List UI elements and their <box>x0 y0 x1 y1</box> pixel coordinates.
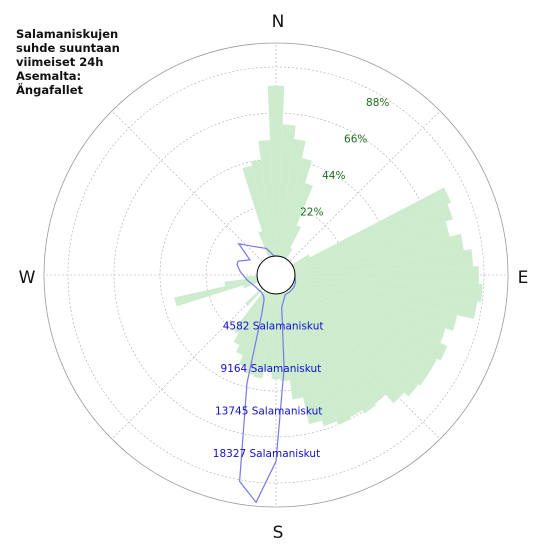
percent-bar <box>284 247 293 259</box>
compass-east-label: E <box>518 268 529 288</box>
percent-bar <box>245 275 258 279</box>
percent-bar <box>291 285 430 386</box>
percent-bar <box>271 293 281 380</box>
percent-bar <box>276 124 296 257</box>
percent-bar <box>283 225 301 259</box>
grid-spoke <box>111 110 277 276</box>
percent-bar <box>280 158 312 257</box>
percent-bar <box>293 204 453 270</box>
grid-spoke <box>275 110 441 276</box>
count-ring-label: 13745 Salamaniskut <box>215 406 322 418</box>
percent-ring-label: 88% <box>366 97 389 109</box>
percent-bar <box>286 290 376 414</box>
percent-bar <box>294 249 473 275</box>
percent-ring-label: 22% <box>300 206 323 218</box>
percent-bar <box>292 187 451 268</box>
count-ring-labels: 4582 Salamaniskut 9164 Salamaniskut 13745 … <box>213 321 324 461</box>
percent-bar <box>263 293 276 372</box>
count-ring-label: 18327 Salamaniskut <box>213 448 320 460</box>
percent-bar <box>293 280 446 344</box>
percent-bar <box>278 293 304 400</box>
percent-bar <box>243 280 259 289</box>
percent-bar <box>233 291 268 346</box>
count-ring-label: 4582 Salamaniskut <box>223 321 324 333</box>
percent-bar <box>294 221 450 271</box>
percent-bar <box>294 275 483 302</box>
grid-spoke <box>111 274 277 440</box>
compass-north-label: N <box>272 12 285 32</box>
percent-bar <box>288 287 405 404</box>
percent-ring-label: 66% <box>344 133 367 145</box>
percent-ring-labels: 22% 44% 66% 88% <box>300 97 389 219</box>
compass-west-label: W <box>19 268 36 288</box>
percent-bar <box>284 291 363 418</box>
center-circle <box>256 255 296 295</box>
percent-bar <box>258 139 276 257</box>
percent-bars <box>174 85 483 427</box>
percent-bar <box>278 139 306 257</box>
count-ring-label: 9164 Salamaniskut <box>221 363 322 375</box>
percent-bar <box>224 277 258 287</box>
percent-bar <box>281 292 337 427</box>
percent-bar <box>281 183 313 258</box>
percent-bar <box>258 231 271 258</box>
percent-bar <box>253 293 274 379</box>
percent-bar <box>233 290 266 334</box>
percent-bar <box>235 291 269 356</box>
percent-ring-label: 44% <box>322 170 345 182</box>
percent-bar <box>244 287 264 307</box>
percent-bar <box>283 291 351 425</box>
percent-bar <box>242 165 272 257</box>
percent-bar <box>267 85 285 257</box>
percent-bar <box>174 279 258 307</box>
percent-bar <box>294 266 479 284</box>
percent-bar <box>250 160 274 257</box>
percent-bar <box>245 293 272 375</box>
percent-bar <box>294 234 464 273</box>
percent-bar <box>290 286 419 397</box>
percent-bar <box>280 293 322 424</box>
percent-bar <box>292 282 448 361</box>
percent-bar <box>287 289 386 404</box>
percent-bar <box>292 283 438 373</box>
percent-bar <box>292 254 311 267</box>
percent-bar <box>294 277 478 319</box>
chart-title: Salamaniskujen suhde suuntaan viimeiset … <box>16 27 120 97</box>
grid-outer-ring <box>43 42 509 508</box>
compass-south-label: S <box>273 523 284 543</box>
percent-bar <box>294 279 458 331</box>
